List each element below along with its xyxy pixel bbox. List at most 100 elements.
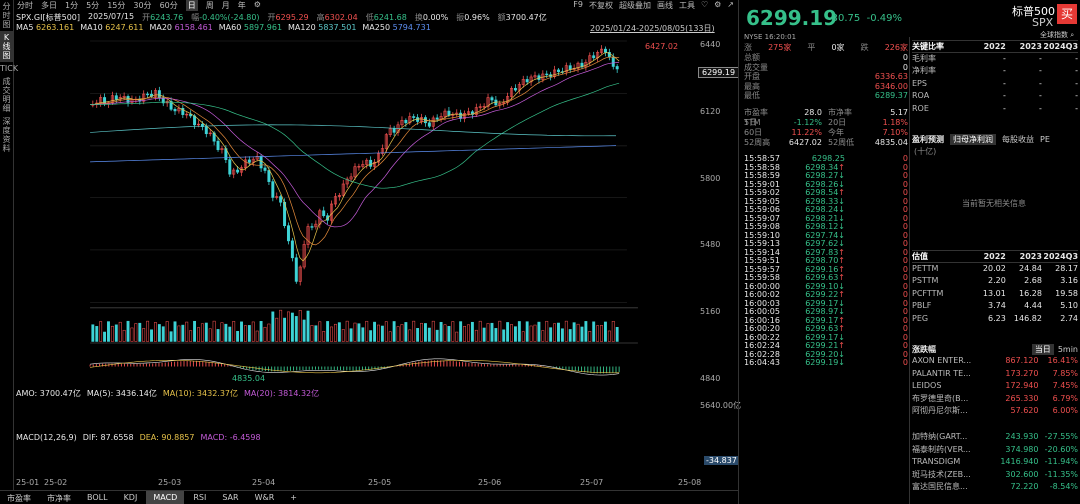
forecast-unit: (十亿) [914,147,937,156]
left-view-tabs: 分时图 K线图 TICK 成交明细 深度资料 [0,0,19,490]
arrow-up-icon: ↑ [838,290,845,299]
tab-depth[interactable]: 深度资料 [2,117,11,153]
toolbar-tool-5[interactable]: ♡ [700,0,709,9]
arrow-down-icon: ↓ [838,179,845,189]
mover-row[interactable]: AXON ENTER... 867.120 16.41% [912,355,1078,368]
mover-row[interactable]: 福泰制药(VER... 374.980 -20.60% [912,444,1078,457]
ratio-row: 5日 -1.12% 20日 1.18% [744,118,908,128]
mover-row[interactable]: 斑马技术(ZEB... 302.600 -11.35% [912,469,1078,482]
candle-body [588,55,592,63]
indicator-tab-4[interactable]: MACD [146,491,185,504]
arrow-down-icon: ↓ [838,358,845,367]
volume-bar [521,331,525,342]
period-1[interactable]: 多日 [41,1,57,10]
mover-pct: 6.00% [1052,406,1079,415]
tab-trade-detail[interactable]: 成交明细 [2,77,11,113]
tick-volume: 0 [902,298,908,308]
ma-info-line: MA5 6263.161 MA10 6247.611 MA20 6158.461 MA… [16,23,431,32]
toolbar-tool-6[interactable]: ⚙ [714,0,722,9]
indicator-tab-8[interactable]: + [290,493,297,502]
period-toolbar: 分时 多日 1分 5分 15分 30分 60分日周月年 ⚙ F9 不复权 超级叠加 画线 工具 ♡ ⚙ ↗ [14,0,738,11]
high-label: 开 [267,13,276,22]
indicator-tab-7[interactable]: W&R [254,493,275,502]
period-11[interactable]: ⚙ [253,0,261,9]
mover-row[interactable]: TRANSDIGM 1416.940 -11.94% [912,456,1078,469]
candle-body [404,119,408,124]
toolbar-tool-7[interactable]: ↗ [727,0,734,9]
period-0[interactable]: 分时 [17,1,33,10]
period-2[interactable]: 1分 [65,1,79,10]
tab-kline[interactable]: K线图 [0,31,13,62]
buy-button[interactable]: 买 [1057,4,1077,24]
indicator-tab-5[interactable]: RSI [193,493,207,502]
tick-list[interactable]: 15:58:57 6298.25 0 15:58:58 6298.34↑ 0 15:58:5… [744,154,908,368]
toolbar-tool-2[interactable]: 超级叠加 [618,1,651,10]
period-5[interactable]: 30分 [133,1,152,10]
forecast-tab-3[interactable]: PE [1040,134,1050,144]
toolbar-tool-3[interactable]: 画线 [656,1,673,10]
cell: - [1075,91,1079,100]
table-title: 估值 [912,252,928,261]
indicator-tab-6[interactable]: SAR [222,493,239,502]
period-6[interactable]: 60分 [159,1,178,10]
arrow-down-icon: ↓ [838,171,845,180]
period-3[interactable]: 5分 [86,1,100,10]
tick-row: 15:59:05 6298.33↓ 0 [744,197,908,207]
mover-row[interactable]: 富达国民信息... 72.220 -8.54% [912,481,1078,494]
mover-row[interactable]: LEIDOS 172.940 7.45% [912,380,1078,393]
tab-tick[interactable]: TICK [0,64,19,73]
toolbar-tool-1[interactable]: 不复权 [588,1,613,10]
ma-item: MA60 5897.961 [219,23,282,32]
period-9[interactable]: 月 [221,1,230,10]
ratio-value: 11.22% [791,128,822,137]
period-4[interactable]: 15分 [107,1,126,10]
tick-row: 15:59:14 6297.83↑ 0 [744,248,908,258]
cell: - [1075,53,1079,63]
kline-chart[interactable] [14,30,714,390]
ma-value: 6158.461 [174,23,213,32]
ma-item: MA10 6247.611 [80,23,143,32]
movers-tab-day[interactable]: 当日 [1031,343,1054,355]
volume-bar [283,317,287,342]
volume-bar [377,324,380,342]
toolbar-tool-4[interactable]: 工具 [678,1,695,10]
indicator-tab-3[interactable]: KDJ [123,493,138,502]
period-10[interactable]: 年 [237,1,246,10]
mover-row[interactable]: 阿彻丹尼尔斯... 57.620 6.00% [912,405,1078,418]
tick-volume: 0 [902,179,908,189]
quote-field-row: 开盘 6336.63 [744,72,908,82]
tick-price: 6297.74↓ [795,231,845,241]
volume-bar [474,329,478,342]
volume-bar [200,323,204,342]
global-index-link[interactable]: 全球指数 ⌕ [1040,30,1074,40]
mover-row[interactable]: 布罗德里奇(B... 265.330 6.79% [912,393,1078,406]
field-value: 6346.00 [874,81,908,91]
mover-row[interactable]: 加特纳(GART... 243.930 -27.55% [912,431,1078,444]
forecast-tab-1[interactable]: 归母净利润 [950,133,996,145]
tab-timeshare[interactable]: 分时图 [2,2,11,29]
volume-bar [404,322,408,342]
date-range[interactable]: 2025/01/24-2025/08/05(133日) [590,24,715,33]
arrow-down-icon: ↓ [838,332,845,342]
arrow-down-icon: ↓ [838,239,845,248]
candle-body [279,196,283,203]
mover-row[interactable]: PALANTIR TE... 173.270 7.85% [912,368,1078,381]
volume-bar [251,321,255,342]
tick-price-value: 6298.54 [805,188,839,197]
cell: - [1002,66,1006,75]
indicator-tab-0[interactable]: 市盈率 [7,494,31,503]
toolbar-tool-0[interactable]: F9 [573,0,583,9]
date-tick: 25-01 [16,478,40,487]
period-8[interactable]: 周 [205,1,214,10]
indicator-tab-2[interactable]: BOLL [87,493,108,502]
indicator-tabs: 市盈率 市净率 BOLL KDJ MACD RSI SAR W&R + [0,490,738,504]
forecast-tab-2[interactable]: 每股收益 [1002,134,1034,144]
movers-tab-5min[interactable]: 5min [1057,344,1078,354]
candle-body [337,195,341,197]
period-7[interactable]: 日 [185,0,198,11]
tick-price-value: 6299.16 [805,264,839,274]
cell: - [1039,66,1042,75]
indicator-tab-1[interactable]: 市净率 [47,494,71,503]
volume-bar [486,323,490,342]
candle-body [510,88,514,97]
